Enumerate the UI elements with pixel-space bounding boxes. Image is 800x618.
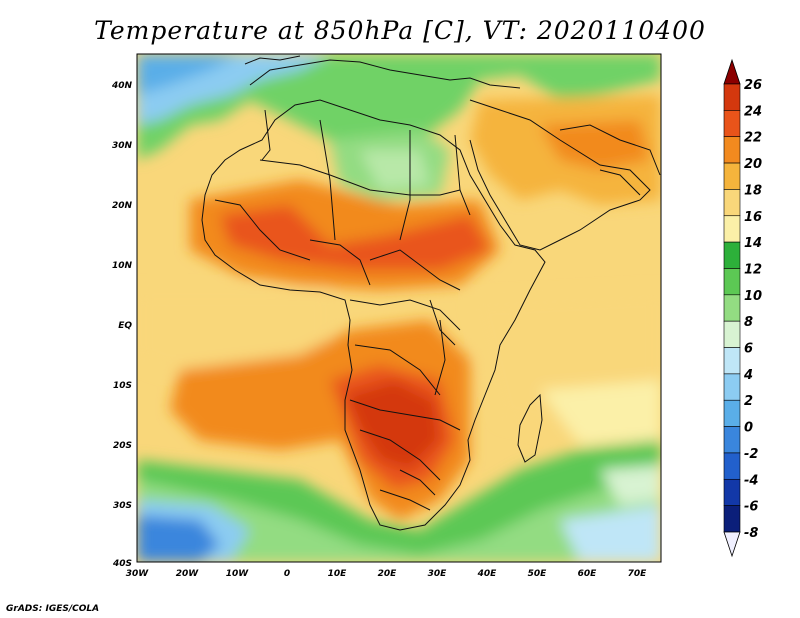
colorbar-bin bbox=[723, 215, 741, 243]
colorbar-bin bbox=[723, 110, 741, 138]
lat-tick-30n: 30N bbox=[112, 141, 133, 151]
colorbar-bin bbox=[723, 399, 741, 427]
chart-title: Temperature at 850hPa [C], VT: 202011040… bbox=[94, 16, 706, 45]
colorbar-tick-label: 10 bbox=[744, 289, 762, 304]
colorbar-bin bbox=[723, 162, 741, 190]
lon-tick-20w: 20W bbox=[176, 569, 200, 579]
lat-tick-40n: 40N bbox=[111, 81, 133, 91]
colorbar-tick-label: 2 bbox=[744, 394, 753, 409]
colorbar-bin bbox=[723, 478, 741, 506]
colorbar-bin bbox=[723, 426, 741, 454]
colorbar-tick-label: 24 bbox=[744, 104, 762, 119]
colorbar-bottom-arrow bbox=[723, 531, 741, 558]
lon-tick-40e: 40E bbox=[477, 569, 498, 579]
colorbar-bin bbox=[723, 189, 741, 217]
lat-tick-10s: 10S bbox=[113, 381, 132, 391]
temperature-field bbox=[137, 54, 661, 562]
colorbar-bin bbox=[723, 268, 741, 296]
colorbar-tick-label: -6 bbox=[744, 500, 758, 515]
colorbar-tick-label: 6 bbox=[744, 342, 753, 357]
lat-tick-40s: 40S bbox=[112, 559, 132, 569]
colorbar-bin bbox=[723, 505, 741, 533]
lat-tick-20n: 20N bbox=[112, 201, 133, 211]
lon-tick-30w: 30W bbox=[126, 569, 150, 579]
lat-tick-20s: 20S bbox=[113, 441, 132, 451]
colorbar-tick-label: 0 bbox=[744, 421, 753, 436]
colorbar-bin bbox=[723, 241, 741, 269]
map-frame bbox=[136, 53, 662, 563]
colorbar-bin bbox=[723, 294, 741, 322]
lon-tick-60e: 60E bbox=[578, 569, 598, 579]
lon-tick-0: 0 bbox=[284, 569, 290, 579]
lon-tick-30e: 30E bbox=[428, 569, 448, 579]
colorbar-tick-label: -4 bbox=[744, 473, 758, 488]
colorbar-tick-label: 18 bbox=[744, 183, 762, 198]
colorbar-tick-label: 14 bbox=[744, 236, 762, 251]
colorbar-tick-label: 20 bbox=[744, 157, 762, 172]
lat-tick-labels: 40N 30N 20N 10N EQ 10S 20S 30S 40S bbox=[111, 81, 133, 569]
colorbar-bin bbox=[723, 320, 741, 348]
colorbar-tick-label: -2 bbox=[744, 447, 758, 462]
colorbar-bin bbox=[723, 136, 741, 164]
lon-tick-70e: 70E bbox=[628, 569, 648, 579]
lon-tick-10e: 10E bbox=[328, 569, 348, 579]
colorbar-tick-label: 12 bbox=[744, 262, 762, 277]
colorbar-tick-label: 16 bbox=[744, 210, 762, 225]
grads-credit: GrADS: IGES/COLA bbox=[6, 604, 100, 614]
colorbar-tick-label: 4 bbox=[743, 368, 753, 383]
colorbar-bin bbox=[723, 452, 741, 480]
colorbar-bin bbox=[723, 83, 741, 111]
lat-tick-10n: 10N bbox=[112, 261, 133, 271]
colorbar-tick-label: 26 bbox=[744, 78, 762, 93]
lat-tick-30s: 30S bbox=[113, 501, 132, 511]
colorbar-bin bbox=[723, 373, 741, 401]
colorbar bbox=[723, 58, 741, 558]
lon-tick-labels: 30W 20W 10W 0 10E 20E 30E 40E 50E 60E 70… bbox=[126, 569, 647, 579]
colorbar-tick-label: -8 bbox=[744, 526, 758, 541]
lon-tick-20e: 20E bbox=[378, 569, 398, 579]
colorbar-tick-label: 8 bbox=[744, 315, 753, 330]
lon-tick-10w: 10W bbox=[226, 569, 250, 579]
colorbar-top-arrow bbox=[723, 58, 741, 85]
colorbar-bin bbox=[723, 347, 741, 375]
lat-tick-eq: EQ bbox=[118, 321, 132, 331]
lon-tick-50e: 50E bbox=[528, 569, 548, 579]
colorbar-tick-label: 22 bbox=[744, 131, 762, 146]
coastlines bbox=[201, 55, 661, 531]
